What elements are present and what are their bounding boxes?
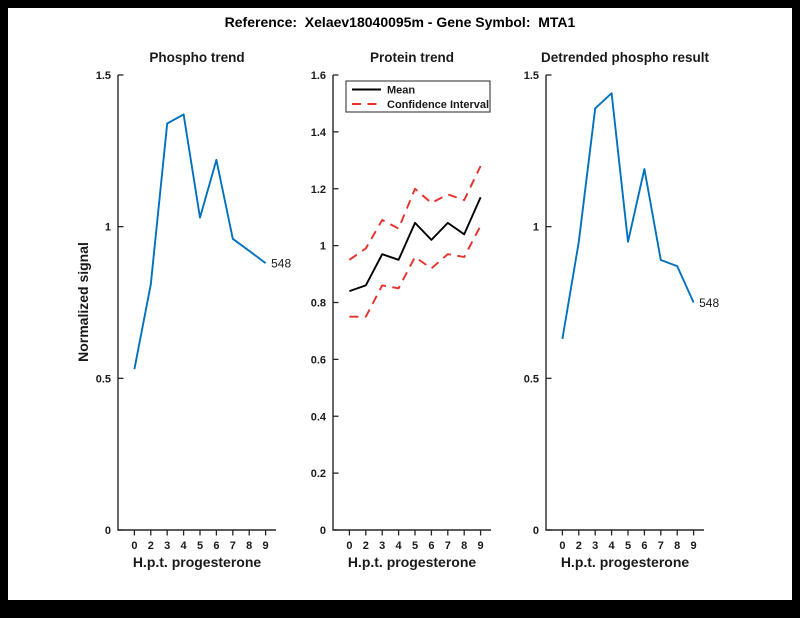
plot-3-end-label: 548	[699, 296, 719, 310]
plot-2-legend-label-1: Confidence Interval	[387, 99, 489, 111]
plot-3-xtick-label: 5	[625, 540, 631, 552]
plot-2-xtick-label: 8	[461, 540, 467, 552]
plot-1-xtick-label: 9	[263, 540, 269, 552]
series-phospho-signal	[133, 113, 267, 370]
plot-3-ytick-label: 0.5	[524, 373, 539, 385]
plot-1-xtick-label: 7	[230, 540, 236, 552]
plot-2-xtick-label: 3	[379, 540, 385, 552]
plot-1-title: Phospho trend	[149, 50, 244, 65]
plot-1-xlabel: H.p.t. progesterone	[133, 554, 262, 570]
plot-1-ytick-label: 0	[105, 525, 111, 537]
figure-title: Reference: Xelaev18040095m - Gene Symbol…	[224, 14, 576, 30]
plot-2-ytick-label: 1.4	[311, 127, 327, 139]
plot-3-xtick-label: 6	[641, 540, 647, 552]
plot-3-title: Detrended phospho result	[541, 50, 710, 65]
plot-2-legend-box	[345, 80, 491, 113]
plot-2-xtick-label: 5	[412, 540, 418, 552]
plot-2-axes	[332, 75, 491, 531]
plot-3-xlabel: H.p.t. progesterone	[561, 554, 690, 570]
plot-2-xtick-label: 4	[396, 540, 403, 552]
plot-2-ytick-label: 1	[320, 241, 326, 253]
plot-1-ylabel: Normalized signal	[75, 242, 91, 362]
plot-2-ytick-label: 0.2	[311, 468, 326, 480]
plot-1-ytick-label: 1	[105, 222, 111, 234]
plot-1-axes	[117, 75, 276, 531]
series-detrended-phospho-signal	[561, 92, 695, 340]
plot-2-ytick-label: 0.4	[311, 411, 327, 423]
plot-3-ytick-label: 1.5	[524, 70, 539, 82]
plot-2-xtick-label: 6	[428, 540, 434, 552]
plot-1-ytick-label: 0.5	[96, 373, 111, 385]
plot-3-xtick-label: 4	[609, 540, 616, 552]
plot-2-xtick-label: 2	[363, 540, 369, 552]
plot-1-xtick-label: 0	[131, 540, 137, 552]
plot-2-ytick-label: 0	[320, 525, 326, 537]
plot-1-xtick-label: 2	[148, 540, 154, 552]
plot-3-xtick-label: 8	[674, 540, 680, 552]
series-mean	[349, 196, 482, 292]
plot-3-xtick-label: 9	[691, 540, 697, 552]
plot-3-axes	[545, 75, 704, 531]
plot-3-ytick-label: 1	[533, 222, 539, 234]
series-confidence-upper	[348, 165, 482, 261]
plot-2-xtick-label: 0	[346, 540, 352, 552]
plot-3-xtick-label: 3	[592, 540, 598, 552]
plot-2-xlabel: H.p.t. progesterone	[348, 554, 477, 570]
plot-3-xtick-label: 2	[576, 540, 582, 552]
plot-2-xtick-label: 7	[445, 540, 451, 552]
plot-1-xtick-label: 8	[246, 540, 252, 552]
plot-1-end-label: 548	[271, 257, 291, 271]
plot-1-xtick-label: 3	[164, 540, 170, 552]
plot-2-ytick-label: 1.2	[311, 184, 326, 196]
plot-1-xtick-label: 5	[197, 540, 203, 552]
plot-2-ytick-label: 0.8	[311, 298, 326, 310]
plot-3-xtick-label: 7	[658, 540, 664, 552]
plot-1-xtick-label: 6	[213, 540, 219, 552]
plot-2-ytick-label: 0.6	[311, 354, 326, 366]
plot-2-title: Protein trend	[370, 50, 454, 65]
plot-2-legend-label-0: Mean	[387, 85, 415, 97]
plot-1-ytick-label: 1.5	[96, 70, 111, 82]
plot-3-ytick-label: 0	[533, 525, 539, 537]
plot-2-xtick-label: 9	[478, 540, 484, 552]
plot-3-xtick-label: 0	[559, 540, 565, 552]
series-confidence-lower	[349, 225, 482, 318]
plot-1-xtick-label: 4	[181, 540, 188, 552]
plot-2-ytick-label: 1.6	[311, 70, 326, 82]
